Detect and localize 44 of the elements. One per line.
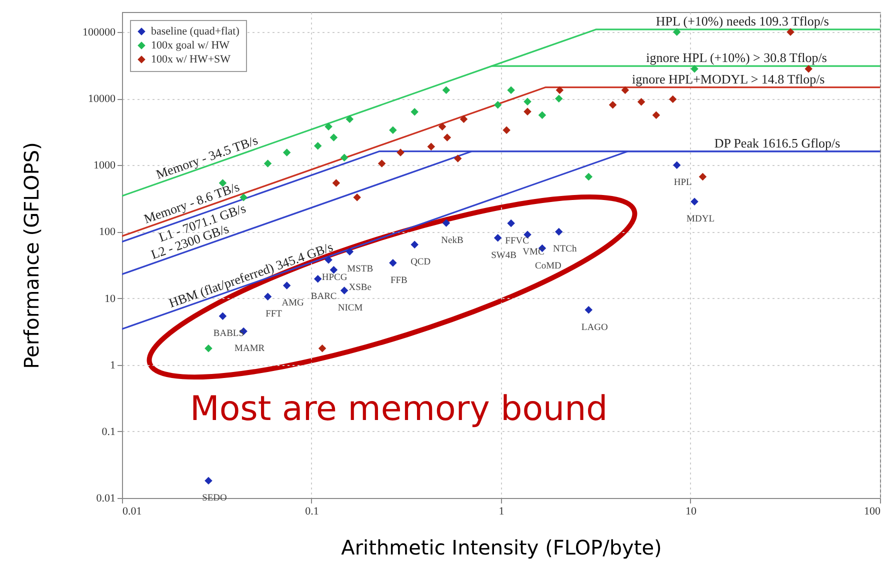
annotation: ignore HPL+MODYL > 14.8 Tflop/s <box>632 71 825 86</box>
x-tick-label: 10 <box>686 506 697 518</box>
legend-label: 100x goal w/ HW <box>151 40 230 52</box>
y-tick-label: 1000 <box>94 160 116 172</box>
y-axis-title: Performance (GFLOPS) <box>20 142 44 369</box>
annotation: NekB <box>441 236 464 246</box>
annotation: CoMD <box>535 261 562 272</box>
x-tick-label: 100 <box>864 506 881 518</box>
annotation: MSTB <box>347 264 374 275</box>
annotation: ignore HPL (+10%) > 30.8 Tflop/s <box>646 50 827 66</box>
y-tick-label: 0.01 <box>96 492 116 504</box>
annotation: BABLS <box>213 329 244 340</box>
legend-label: 100x w/ HW+SW <box>151 54 232 66</box>
y-tick-label: 10 <box>104 292 116 305</box>
annotation: HPL <box>674 178 692 188</box>
annotation: NICM <box>338 303 364 314</box>
x-axis-title: Arithmetic Intensity (FLOP/byte) <box>341 536 662 560</box>
y-tick-label: 100000 <box>82 26 116 39</box>
annotation: Memory - 34.5 TB/s <box>154 132 260 182</box>
annotation: Most are memory bound <box>190 389 608 429</box>
x-tick-label: 0.1 <box>305 506 319 518</box>
x-tick-label: 0.01 <box>122 506 142 518</box>
annotation: FFT <box>266 310 282 320</box>
annotation: SW4B <box>491 250 516 261</box>
y-tick-label: 10000 <box>88 93 116 106</box>
annotation: MDYL <box>686 214 715 225</box>
annotation: DP Peak 1616.5 Gflop/s <box>714 135 840 150</box>
annotation: NTCh <box>552 244 577 255</box>
annotation: XSBe <box>348 282 372 293</box>
annotation: HPCG <box>322 272 348 283</box>
annotation: FFVC <box>505 236 529 246</box>
y-tick-label: 100 <box>99 226 116 238</box>
y-tick-label: 0.1 <box>102 426 116 438</box>
x-tick-label: 1 <box>498 506 504 518</box>
annotation: QCD <box>410 258 431 268</box>
y-tick-label: 1 <box>110 359 116 372</box>
annotation: BARC <box>310 292 337 302</box>
annotation: MAMR <box>234 344 266 354</box>
legend-label: baseline (quad+flat) <box>151 26 240 38</box>
annotation: AMG <box>282 298 304 308</box>
annotation: HPL (+10%) needs 109.3 Tflop/s <box>656 13 829 28</box>
annotation: LAGO <box>581 322 608 333</box>
annotation: FFB <box>390 276 408 286</box>
annotation: VMC <box>522 248 544 258</box>
